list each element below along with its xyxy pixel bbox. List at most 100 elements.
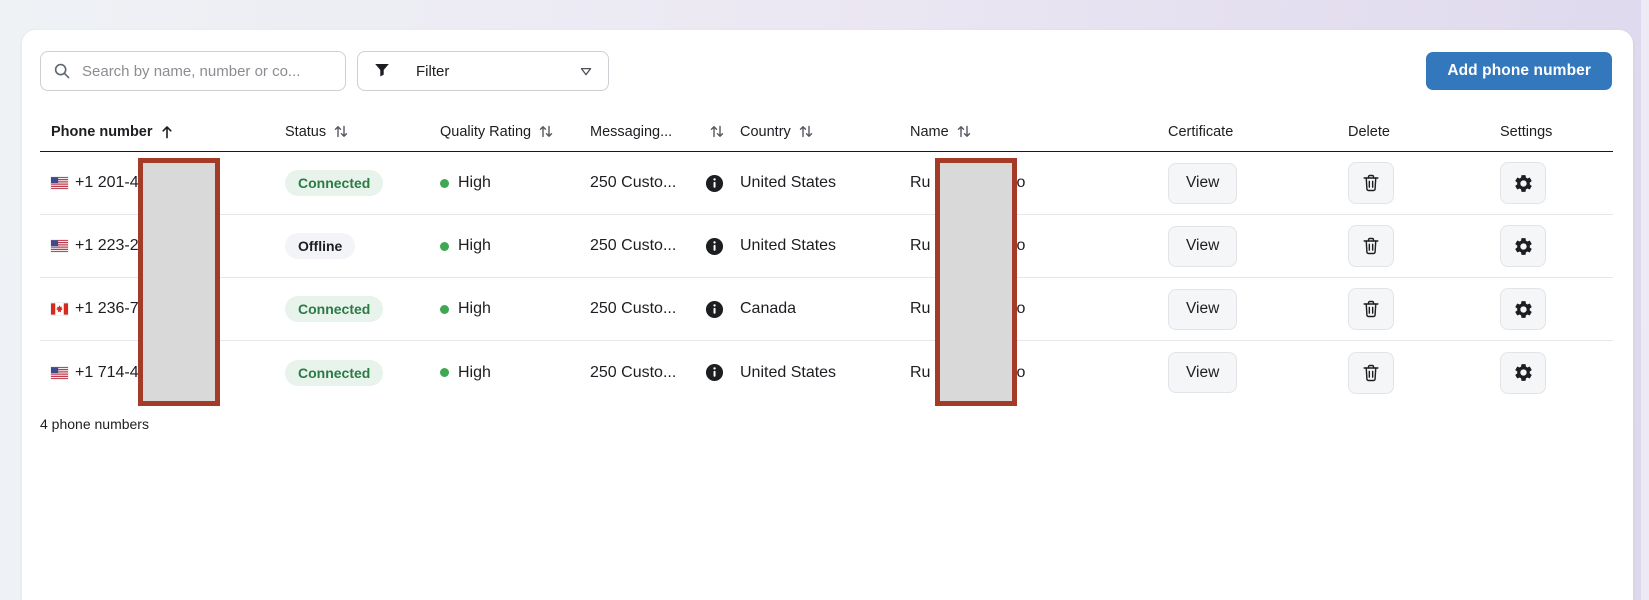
settings-button[interactable] [1500,351,1546,394]
status-cell: Offline [285,233,440,259]
name-text-start: Ru [910,300,931,317]
delete-button[interactable] [1348,162,1394,204]
column-header: Settings [1500,124,1613,140]
column-header[interactable]: Name [910,124,1168,140]
delete-cell [1348,225,1500,267]
settings-cell [1500,225,1613,267]
name-text-end: o [1016,174,1026,191]
window-scrollbar-track[interactable] [1641,0,1649,600]
settings-cell [1500,288,1613,330]
gear-icon [1513,362,1534,383]
sort-toggle-icon [539,125,553,138]
view-certificate-button[interactable]: View [1168,162,1238,204]
delete-button[interactable] [1348,225,1394,267]
messaging-limit-text: 250 Custo... [590,300,677,317]
country-text: United States [740,237,837,254]
sort-toggle-icon [334,125,348,138]
column-header-label: Country [740,123,791,140]
settings-cell [1500,162,1613,204]
status-badge: Offline [285,233,356,259]
quality-dot-icon [440,304,449,314]
status-badge: Connected [285,359,384,386]
settings-button[interactable] [1500,162,1546,204]
messaging-limit-cell: 250 Custo... [590,237,740,256]
column-header[interactable]: Status [285,124,440,140]
country-cell: United States [740,364,910,382]
certificate-cell: View [1168,288,1348,330]
settings-button[interactable] [1500,225,1546,267]
us-flag-icon [51,366,68,379]
column-header-label: Messaging... [590,123,673,140]
sort-toggle-icon [799,125,813,138]
phone-number-cell: +1 236-7 [40,300,285,318]
canada-flag-icon [51,303,68,315]
quality-rating-text: High [458,300,491,317]
delete-cell [1348,351,1500,394]
status-cell: Connected [285,359,440,386]
phone-number-redaction-overlay [138,158,220,406]
name-cell: Ru o [910,237,1168,255]
phone-number-text: +1 201-4 [75,174,139,191]
search-box[interactable] [40,51,346,91]
messaging-limit-text: 250 Custo... [590,174,677,191]
name-redaction-overlay [935,158,1017,406]
info-icon[interactable] [705,363,724,382]
settings-button[interactable] [1500,288,1546,330]
table-row: +1 236-7 Connected High 250 Custo... Can… [40,278,1613,341]
quality-rating-cell: High [440,300,590,318]
certificate-cell: View [1168,162,1348,204]
settings-cell [1500,351,1613,394]
view-certificate-button[interactable]: View [1168,352,1238,393]
info-icon[interactable] [705,237,724,256]
phone-numbers-table: Phone number Status Quality Rating Messa… [40,112,1613,404]
add-phone-number-button[interactable]: Add phone number [1426,52,1612,90]
column-header: Delete [1348,124,1500,140]
name-text-end: o [1016,237,1026,254]
column-header[interactable]: Quality Rating [440,124,590,140]
phone-number-text: +1 714-4 [75,363,139,381]
trash-icon [1361,236,1381,256]
delete-cell [1348,288,1500,330]
sort-toggle-icon [710,125,724,138]
phone-number-text: +1 223-2 [75,237,139,254]
country-text: United States [740,363,837,381]
delete-button[interactable] [1348,351,1394,394]
quality-rating-text: High [458,363,491,381]
table-row: +1 223-2 Offline High 250 Custo... Unite… [40,215,1613,278]
name-cell: Ru o [910,300,1168,318]
table-row: +1 201-4 Connected High 250 Custo... Uni… [40,152,1613,215]
column-header-label: Phone number [51,123,153,140]
column-header[interactable]: Messaging... [590,124,740,140]
phone-number-cell: +1 714-4 [40,364,285,382]
delete-cell [1348,162,1500,204]
search-icon [53,62,71,80]
delete-button[interactable] [1348,288,1394,330]
name-cell: Ru o [910,174,1168,192]
trash-icon [1361,363,1381,383]
filter-dropdown[interactable]: Filter [357,51,609,91]
chevron-down-icon [580,67,592,76]
quality-rating-cell: High [440,174,590,192]
phone-numbers-panel: Filter Add phone number Phone number Sta… [22,30,1633,600]
country-cell: United States [740,174,910,192]
info-icon[interactable] [705,300,724,319]
search-input[interactable] [80,61,333,81]
phone-number-count: 4 phone numbers [40,416,149,432]
view-certificate-button[interactable]: View [1168,225,1238,267]
country-cell: United States [740,237,910,255]
column-header[interactable]: Country [740,124,910,140]
trash-icon [1361,299,1381,319]
us-flag-icon [51,177,68,189]
messaging-limit-cell: 250 Custo... [590,300,740,319]
column-header[interactable]: Phone number [40,124,285,140]
table-body: +1 201-4 Connected High 250 Custo... Uni… [40,152,1613,404]
us-flag-icon [51,240,68,252]
gear-icon [1513,236,1534,257]
status-badge: Connected [285,170,384,196]
trash-icon [1361,173,1381,193]
info-icon[interactable] [705,174,724,193]
quality-rating-cell: High [440,237,590,255]
column-header-label: Certificate [1168,123,1234,140]
view-certificate-button[interactable]: View [1168,288,1238,330]
quality-dot-icon [440,241,449,251]
